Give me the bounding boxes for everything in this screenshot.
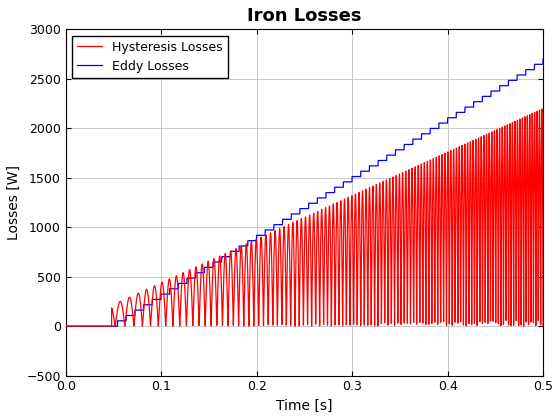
Eddy Losses	[296, 211, 302, 216]
Eddy Losses	[156, 297, 163, 302]
Hysteresis Losses	[156, 304, 163, 310]
Hysteresis Losses	[91, 324, 98, 329]
Hysteresis Losses	[539, 107, 545, 112]
X-axis label: Time [s]: Time [s]	[276, 399, 333, 413]
Hysteresis Losses	[63, 324, 69, 329]
Hysteresis Losses	[82, 324, 89, 329]
Eddy Losses	[515, 73, 521, 78]
Line: Hysteresis Losses: Hysteresis Losses	[66, 109, 543, 326]
Title: Iron Losses: Iron Losses	[247, 7, 362, 25]
Eddy Losses	[64, 324, 71, 329]
Y-axis label: Losses [W]: Losses [W]	[7, 165, 21, 240]
Legend: Hysteresis Losses, Eddy Losses: Hysteresis Losses, Eddy Losses	[72, 36, 228, 78]
Hysteresis Losses	[540, 324, 547, 329]
Hysteresis Losses	[64, 324, 71, 329]
Eddy Losses	[82, 324, 89, 329]
Eddy Losses	[540, 56, 547, 61]
Hysteresis Losses	[296, 316, 302, 321]
Hysteresis Losses	[515, 136, 521, 142]
Eddy Losses	[91, 324, 98, 329]
Line: Eddy Losses: Eddy Losses	[66, 59, 543, 326]
Eddy Losses	[63, 324, 69, 329]
